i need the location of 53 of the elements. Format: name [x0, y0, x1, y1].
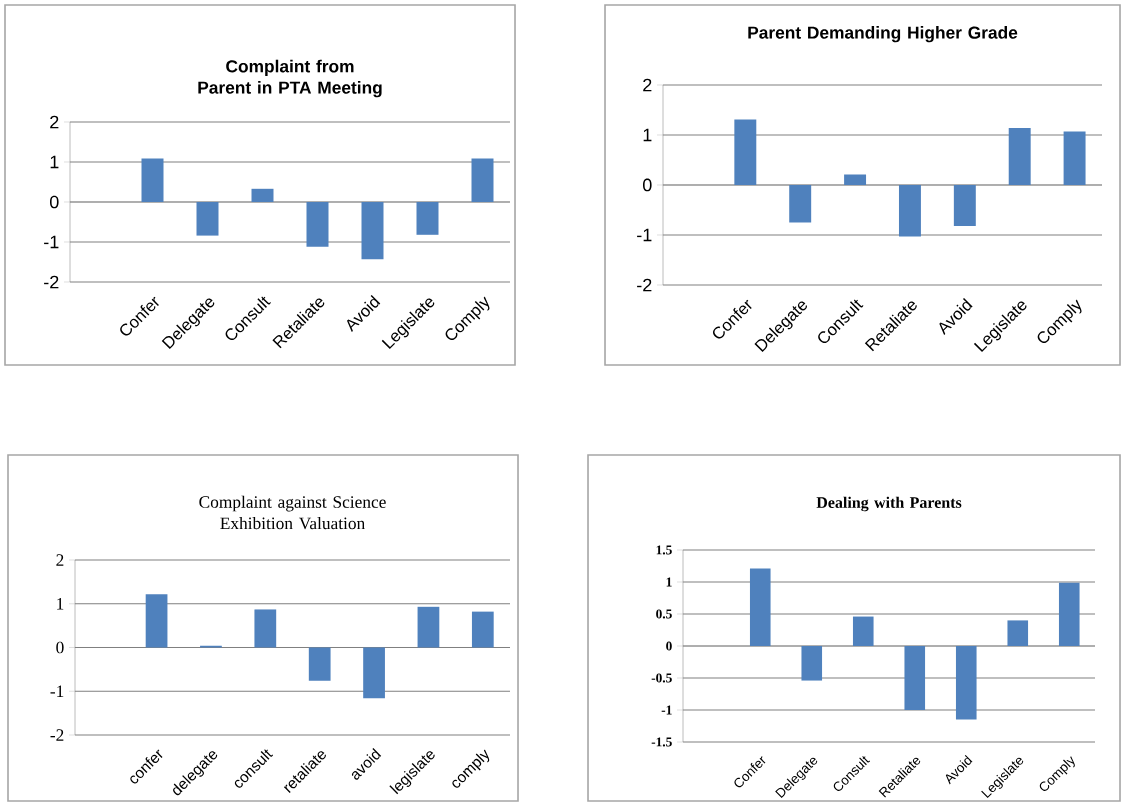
bar: [801, 646, 823, 681]
chart-title: Dealing with Parents: [816, 496, 962, 512]
y-tick-label: 0: [49, 195, 59, 209]
bar: [251, 188, 274, 202]
y-tick-label: -1: [661, 705, 672, 715]
chart-title: Parent Demanding Higher Grade: [748, 26, 1018, 43]
bar: [363, 647, 385, 699]
bar: [852, 616, 874, 646]
bar: [953, 184, 976, 226]
bar: [306, 202, 329, 247]
y-tick-label: 0: [643, 178, 652, 192]
y-tick-label: -1: [637, 228, 652, 242]
y-tick-label: 1: [57, 598, 64, 610]
bar: [416, 202, 439, 235]
bar: [789, 184, 812, 223]
bar: [145, 594, 168, 648]
y-tick-label: 1: [50, 155, 59, 169]
bar: [955, 646, 977, 720]
bar: [734, 119, 757, 185]
y-tick-label: -2: [50, 729, 64, 741]
bar: [308, 647, 331, 681]
y-tick-label: 2: [50, 115, 59, 129]
y-tick-label: 0: [666, 641, 672, 651]
bar: [904, 646, 926, 710]
y-tick-label: 0: [56, 641, 64, 654]
bar: [1058, 582, 1080, 646]
y-tick-label: -1.5: [651, 737, 672, 747]
chart-title: Complaint against Science Exhibition Valuation: [199, 495, 386, 530]
bar: [1007, 620, 1029, 646]
bar: [749, 568, 771, 646]
bar: [361, 202, 384, 260]
chart-title: Complaint from Parent in PTA Meeting: [198, 59, 382, 98]
bar: [196, 202, 219, 236]
y-tick-label: -2: [44, 275, 59, 289]
bar: [141, 158, 164, 202]
y-tick-label: 2: [643, 78, 652, 92]
bar: [254, 609, 277, 648]
y-tick-label: 1.5: [656, 545, 672, 555]
y-tick-label: -2: [637, 278, 652, 292]
y-tick-label: 0.5: [656, 609, 672, 619]
y-tick-label: 1: [643, 128, 652, 142]
y-tick-label: -1: [44, 235, 59, 249]
y-tick-label: 1: [666, 577, 672, 587]
bar: [417, 606, 440, 648]
bar: [471, 158, 494, 202]
y-tick-label: -1: [50, 685, 64, 697]
bar: [898, 184, 921, 237]
bar: [844, 174, 867, 185]
bar: [471, 611, 494, 648]
bar: [1063, 131, 1086, 185]
bar: [1008, 127, 1031, 185]
y-tick-label: 2: [56, 554, 64, 566]
y-tick-label: -0.5: [651, 673, 672, 683]
